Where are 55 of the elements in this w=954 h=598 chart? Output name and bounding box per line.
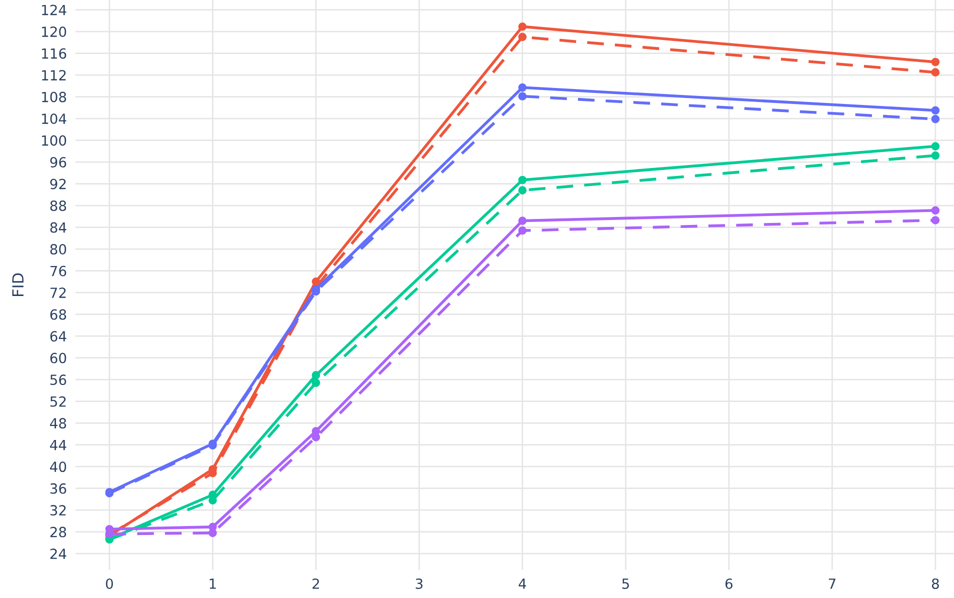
point: [518, 216, 527, 225]
y-tick-label: 120: [42, 26, 66, 38]
point: [312, 433, 320, 442]
y-tick-label: 40: [50, 462, 66, 472]
point: [518, 92, 527, 100]
point: [931, 114, 940, 124]
y-tick-label: 84: [50, 222, 66, 233]
y-tick-label: 32: [50, 505, 66, 516]
point: [931, 142, 940, 150]
y-tick-label: 24: [50, 548, 66, 559]
point: [931, 151, 940, 160]
point: [931, 216, 940, 224]
x-tick-label: 6: [725, 578, 732, 589]
point: [518, 22, 527, 31]
point: [312, 371, 320, 380]
x-tick-label: 0: [106, 578, 113, 589]
y-tick-label: 60: [50, 352, 66, 364]
x-tick-label: 7: [828, 578, 836, 589]
point: [312, 378, 320, 387]
y-tick-label: 92: [50, 178, 66, 190]
point: [518, 176, 527, 184]
y-tick-label: 56: [50, 374, 66, 386]
y-tick-label: 76: [50, 266, 66, 276]
y-tick-label: 72: [50, 288, 66, 298]
y-tick-label: 44: [50, 440, 66, 450]
y-tick-label: 100: [42, 135, 66, 146]
y-tick-label: 112: [42, 70, 66, 80]
point: [931, 106, 940, 115]
y-tick-label: 88: [50, 200, 66, 212]
y-tick-label: 64: [50, 331, 66, 342]
x-tick-label: 3: [416, 578, 422, 589]
x-tick-label: 8: [932, 578, 939, 589]
y-tick-label: 28: [50, 526, 66, 538]
y-tick-label: 116: [42, 48, 66, 59]
y-tick-label: 96: [50, 157, 66, 168]
point: [931, 206, 940, 215]
y-tick-label: 52: [50, 396, 66, 407]
y-tick-label: 80: [50, 244, 66, 255]
x-tick-label: 2: [312, 578, 319, 589]
point: [518, 186, 527, 194]
point: [518, 32, 527, 42]
x-tick-label: 5: [622, 578, 629, 589]
point: [931, 68, 940, 76]
y-tick-label: 124: [42, 4, 66, 16]
y-tick-label: 108: [42, 92, 66, 102]
y-tick-label: 48: [50, 418, 66, 429]
y-tick-label: 36: [50, 483, 66, 494]
point: [518, 83, 527, 92]
x-tick-label: 1: [210, 578, 216, 589]
y-tick-label: 104: [42, 114, 66, 124]
y-tick-label: 68: [50, 309, 66, 320]
y-axis-title: FID: [12, 273, 24, 296]
x-tick-label: 4: [518, 578, 526, 589]
point: [931, 58, 940, 66]
point: [518, 226, 527, 235]
